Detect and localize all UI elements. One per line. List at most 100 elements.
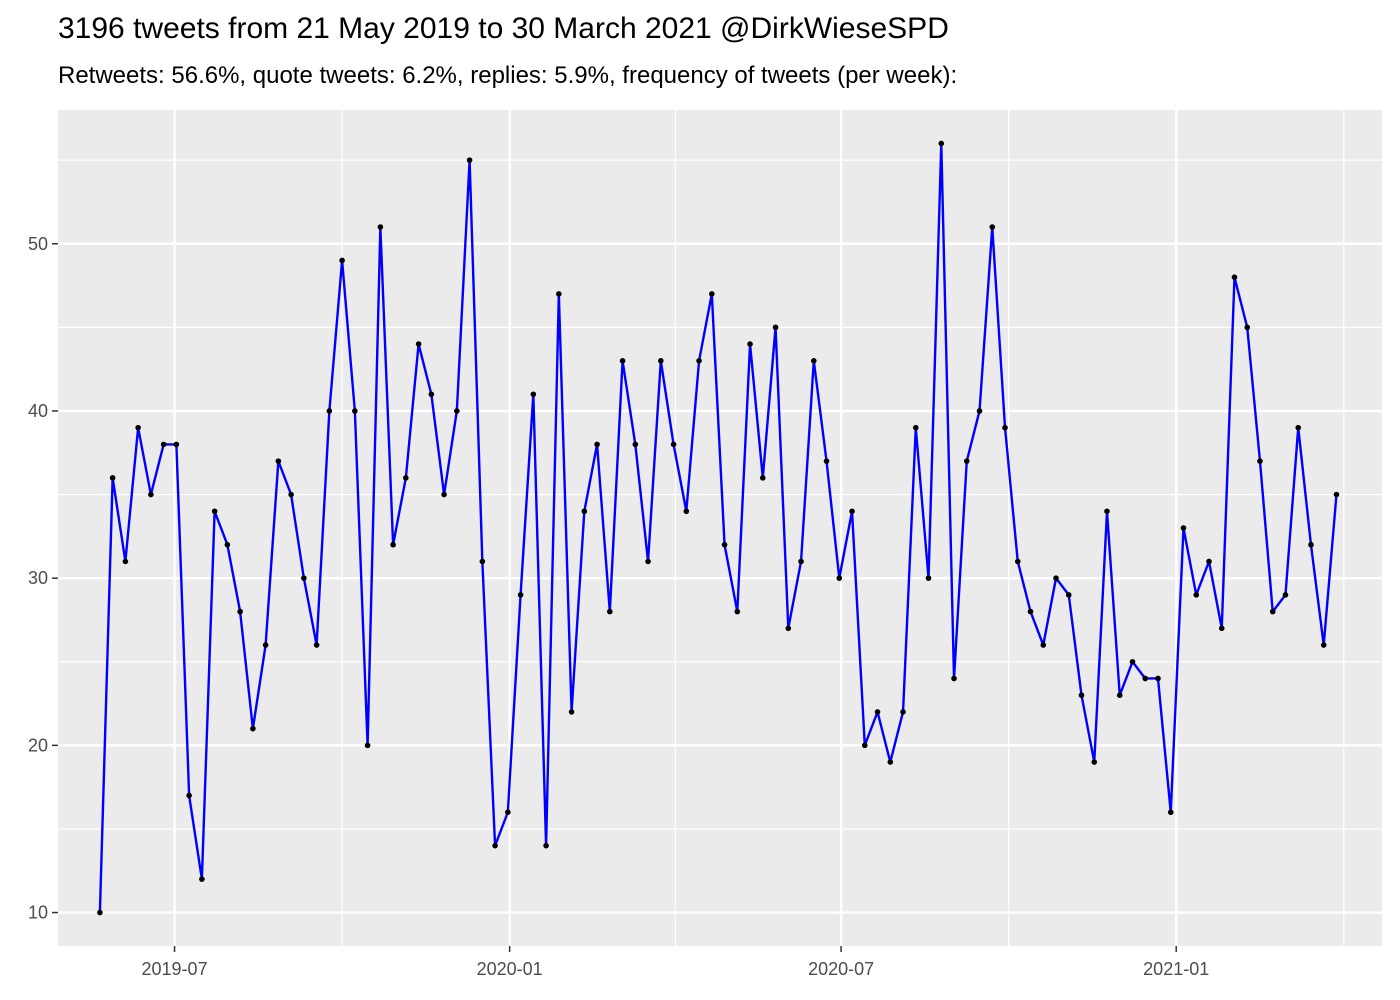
- chart-title: 3196 tweets from 21 May 2019 to 30 March…: [58, 12, 949, 45]
- data-point: [415, 341, 422, 347]
- x-axis: 2019-07 2020-01 2020-07 2021-01: [142, 946, 1209, 979]
- y-tick-label: 20: [28, 735, 48, 755]
- data-point: [1282, 592, 1289, 598]
- data-point: [861, 742, 868, 749]
- data-point: [581, 508, 588, 515]
- data-point: [747, 341, 753, 347]
- data-point: [823, 458, 830, 464]
- data-point: [313, 642, 320, 648]
- data-point: [900, 709, 906, 715]
- data-point: [1295, 424, 1302, 431]
- data-point: [288, 491, 294, 498]
- data-point: [1053, 575, 1059, 581]
- data-point: [798, 558, 804, 565]
- data-point: [135, 424, 141, 431]
- data-point: [211, 508, 218, 515]
- data-point: [505, 809, 511, 816]
- data-point: [97, 909, 103, 916]
- data-point: [734, 608, 741, 615]
- data-point: [658, 358, 664, 364]
- data-point: [874, 709, 881, 715]
- data-point: [301, 575, 307, 581]
- data-point: [1027, 608, 1034, 615]
- data-point: [785, 625, 792, 632]
- data-point: [543, 842, 549, 849]
- data-point: [377, 224, 384, 230]
- x-tick-label: 2019-07: [142, 959, 208, 979]
- data-point: [556, 291, 562, 297]
- data-point: [963, 458, 970, 464]
- data-point: [951, 675, 957, 682]
- data-point: [1244, 324, 1251, 331]
- data-point: [1116, 692, 1123, 698]
- data-point: [709, 291, 715, 297]
- data-point: [479, 558, 486, 565]
- data-point: [1320, 642, 1327, 648]
- data-point: [148, 491, 154, 498]
- data-point: [250, 725, 256, 732]
- data-point: [1193, 592, 1200, 598]
- data-point: [1333, 491, 1340, 498]
- data-point: [186, 792, 192, 799]
- plot-panel: [58, 110, 1382, 946]
- data-point: [721, 541, 728, 548]
- data-point: [1002, 424, 1008, 431]
- data-point: [976, 408, 983, 414]
- data-point: [632, 441, 639, 448]
- data-point: [670, 441, 677, 448]
- data-point: [849, 508, 855, 515]
- series-line: [98, 142, 1338, 913]
- data-point: [224, 541, 231, 548]
- data-point: [772, 324, 779, 331]
- minor-gridlines: [58, 110, 1382, 946]
- data-point: [1142, 675, 1149, 682]
- data-point: [160, 441, 167, 448]
- data-point: [517, 592, 524, 598]
- data-point: [173, 441, 180, 448]
- data-point: [364, 742, 371, 749]
- x-tick-label: 2021-01: [1143, 959, 1209, 979]
- data-point: [428, 391, 435, 398]
- data-point: [262, 642, 269, 648]
- data-point: [1218, 625, 1225, 632]
- data-point: [810, 358, 817, 364]
- data-point: [352, 408, 358, 414]
- data-point: [1065, 592, 1072, 598]
- x-tick-label: 2020-07: [808, 959, 874, 979]
- data-point: [1308, 541, 1314, 548]
- data-point: [441, 491, 447, 498]
- data-point: [275, 458, 282, 464]
- data-point: [912, 424, 919, 431]
- data-point: [696, 358, 702, 364]
- data-point: [607, 608, 613, 615]
- data-point: [1104, 508, 1110, 515]
- data-point: [938, 140, 945, 147]
- data-point: [326, 408, 333, 414]
- data-point: [1078, 692, 1085, 698]
- data-point: [1155, 675, 1161, 682]
- data-point: [1206, 558, 1212, 565]
- data-point: [645, 558, 651, 565]
- data-point: [759, 475, 766, 481]
- data-point: [1091, 759, 1098, 765]
- y-tick-label: 50: [28, 234, 48, 254]
- data-points: [97, 140, 1340, 916]
- major-gridlines: [58, 110, 1382, 946]
- data-point: [836, 575, 843, 581]
- data-point: [109, 475, 116, 481]
- data-point: [237, 608, 243, 615]
- data-point: [1014, 558, 1021, 565]
- data-point: [619, 358, 626, 364]
- x-tick-label: 2020-01: [477, 959, 543, 979]
- data-point: [530, 391, 537, 398]
- data-point: [390, 541, 396, 548]
- data-point: [1257, 458, 1263, 464]
- y-tick-label: 40: [28, 401, 48, 421]
- data-point: [1269, 608, 1276, 615]
- data-point: [122, 558, 129, 565]
- y-tick-label: 30: [28, 568, 48, 588]
- data-point: [403, 475, 409, 481]
- y-axis: 10 20 30 40 50: [28, 234, 58, 923]
- data-point: [492, 842, 498, 849]
- data-point: [1129, 658, 1136, 665]
